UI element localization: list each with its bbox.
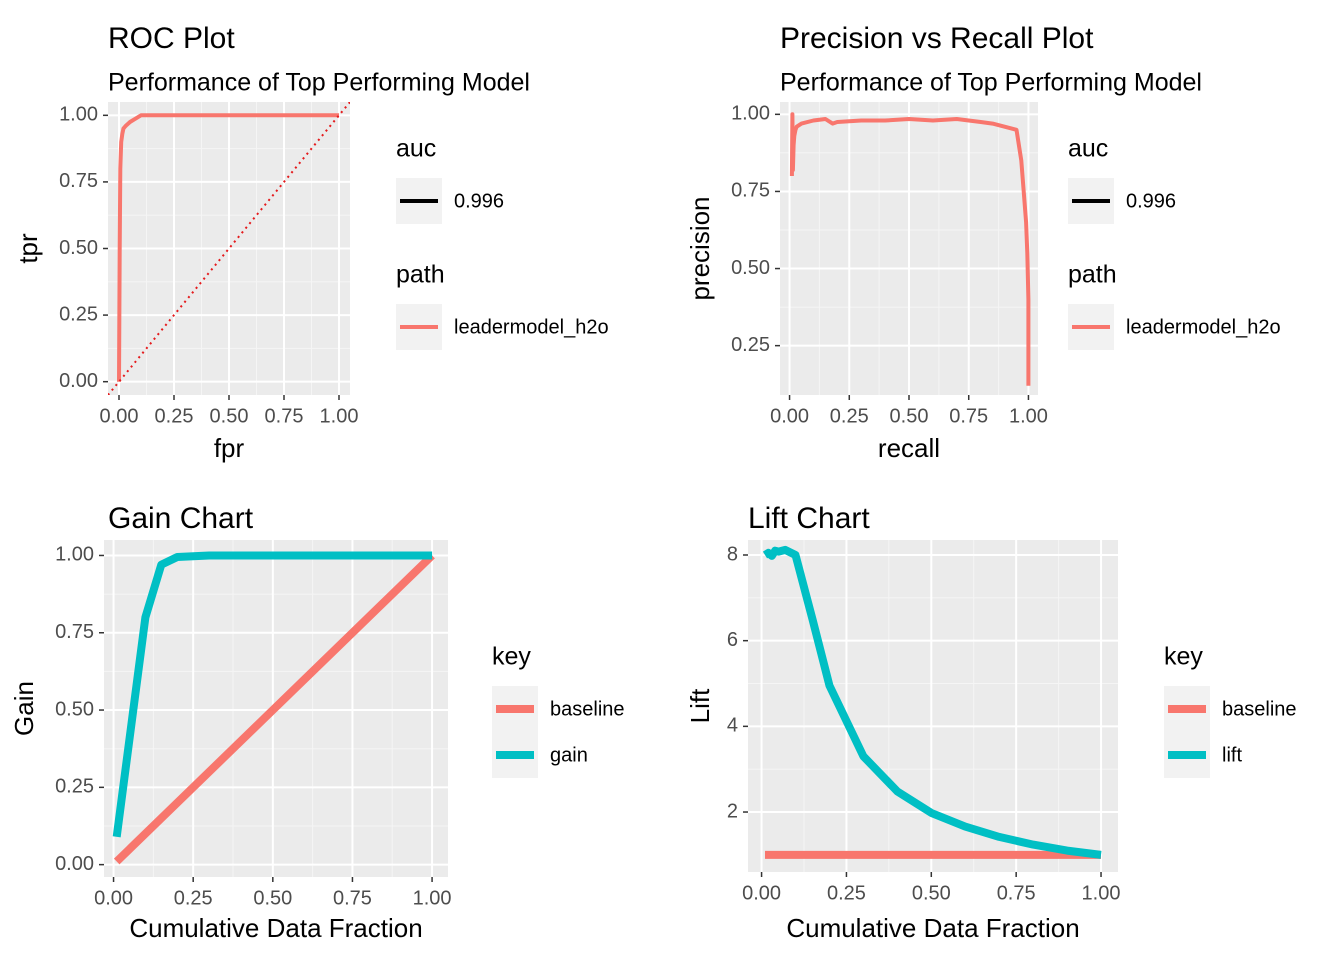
legend-label: baseline — [550, 698, 625, 720]
y-tick-label: 0.75 — [55, 621, 94, 643]
x-tick-label: 1.00 — [413, 887, 452, 909]
x-tick-label: 0.50 — [890, 405, 929, 427]
y-axis-label: Lift — [685, 688, 715, 723]
legend-label: leadermodel_h2o — [454, 316, 609, 338]
chart-subtitle: Performance of Top Performing Model — [780, 69, 1202, 97]
y-tick-label: 0.25 — [731, 334, 770, 356]
x-axis-label: recall — [878, 433, 940, 463]
chart-title: Gain Chart — [108, 502, 254, 535]
y-tick-label: 4 — [727, 715, 738, 737]
series-line-leadermodel_h2o — [789, 112, 1031, 386]
x-axis-label: Cumulative Data Fraction — [129, 913, 422, 943]
x-tick-label: 1.00 — [1009, 405, 1048, 427]
y-tick-label: 1.00 — [731, 103, 770, 125]
x-tick-label: 0.00 — [770, 405, 809, 427]
legend-title: auc — [396, 135, 436, 163]
y-tick-label: 0.50 — [59, 237, 98, 259]
x-tick-label: 0.00 — [94, 887, 133, 909]
series-line-leadermodel_h2o — [117, 113, 339, 382]
x-tick-label: 0.75 — [949, 405, 988, 427]
series-line-gain — [112, 551, 433, 838]
chart-title: Lift Chart — [748, 502, 870, 535]
y-tick-label: 0.00 — [55, 853, 94, 875]
y-tick-label: 0.50 — [55, 698, 94, 720]
y-tick-label: 0.75 — [731, 180, 770, 202]
y-tick-label: 0.25 — [55, 776, 94, 798]
y-axis-label: tpr — [13, 233, 43, 264]
legend-label: gain — [550, 744, 588, 766]
lift-chart: Lift Chart 0.00 0.25 0.50 0.75 1.00 2 4 6 8 Cumula… — [685, 502, 1297, 943]
legend-label: 0.996 — [454, 190, 504, 212]
x-tick-label: 0.75 — [333, 887, 372, 909]
series-line-baseline — [113, 552, 435, 865]
y-tick-label: 0.00 — [59, 370, 98, 392]
x-tick-label: 0.75 — [997, 882, 1036, 904]
plot-area — [112, 551, 435, 865]
gain-chart: Gain Chart 0.00 0.25 0.50 0.75 1.00 0.00 0.25 0.… — [9, 502, 625, 943]
y-axis-label: Gain — [9, 681, 39, 736]
x-tick-label: 0.75 — [265, 405, 304, 427]
y-tick-label: 1.00 — [55, 544, 94, 566]
y-tick-label: 0.75 — [59, 170, 98, 192]
x-tick-label: 0.00 — [100, 405, 139, 427]
x-axis-label: Cumulative Data Fraction — [786, 913, 1079, 943]
plot-area — [108, 102, 350, 395]
series-line-lift — [762, 545, 1102, 859]
legend-title: key — [492, 643, 531, 671]
legend-title: key — [1164, 643, 1203, 671]
plot-area — [789, 112, 1031, 386]
x-tick-label: 0.25 — [827, 882, 866, 904]
x-tick-label: 0.25 — [830, 405, 869, 427]
x-tick-label: 1.00 — [1082, 882, 1121, 904]
legend-label: baseline — [1222, 698, 1297, 720]
legend-label: leadermodel_h2o — [1126, 316, 1281, 338]
chart-title: Precision vs Recall Plot — [780, 22, 1094, 55]
pr-chart: Precision vs Recall Plot Performance of T… — [685, 22, 1281, 463]
x-axis-label: fpr — [214, 433, 245, 463]
y-tick-label: 1.00 — [59, 104, 98, 126]
y-tick-label: 2 — [727, 800, 738, 822]
chart-title: ROC Plot — [108, 22, 235, 55]
legend-label: lift — [1222, 744, 1242, 766]
roc-chart: ROC Plot Performance of Top Performing Mo… — [13, 22, 609, 463]
x-tick-label: 0.50 — [912, 882, 951, 904]
legend-title: path — [396, 261, 445, 289]
legend-title: path — [1068, 261, 1117, 289]
chart-subtitle: Performance of Top Performing Model — [108, 69, 530, 97]
x-tick-label: 0.50 — [210, 405, 249, 427]
y-tick-label: 6 — [727, 629, 738, 651]
y-tick-label: 0.50 — [731, 257, 770, 279]
legend-label: 0.996 — [1126, 190, 1176, 212]
x-tick-label: 0.25 — [174, 887, 213, 909]
legend-title: auc — [1068, 135, 1108, 163]
y-tick-label: 0.25 — [59, 303, 98, 325]
y-tick-label: 8 — [727, 543, 738, 565]
x-tick-label: 1.00 — [320, 405, 359, 427]
x-tick-label: 0.25 — [155, 405, 194, 427]
x-tick-label: 0.50 — [253, 887, 292, 909]
x-tick-label: 0.00 — [742, 882, 781, 904]
plot-area — [762, 545, 1102, 859]
y-axis-label: precision — [685, 196, 715, 300]
